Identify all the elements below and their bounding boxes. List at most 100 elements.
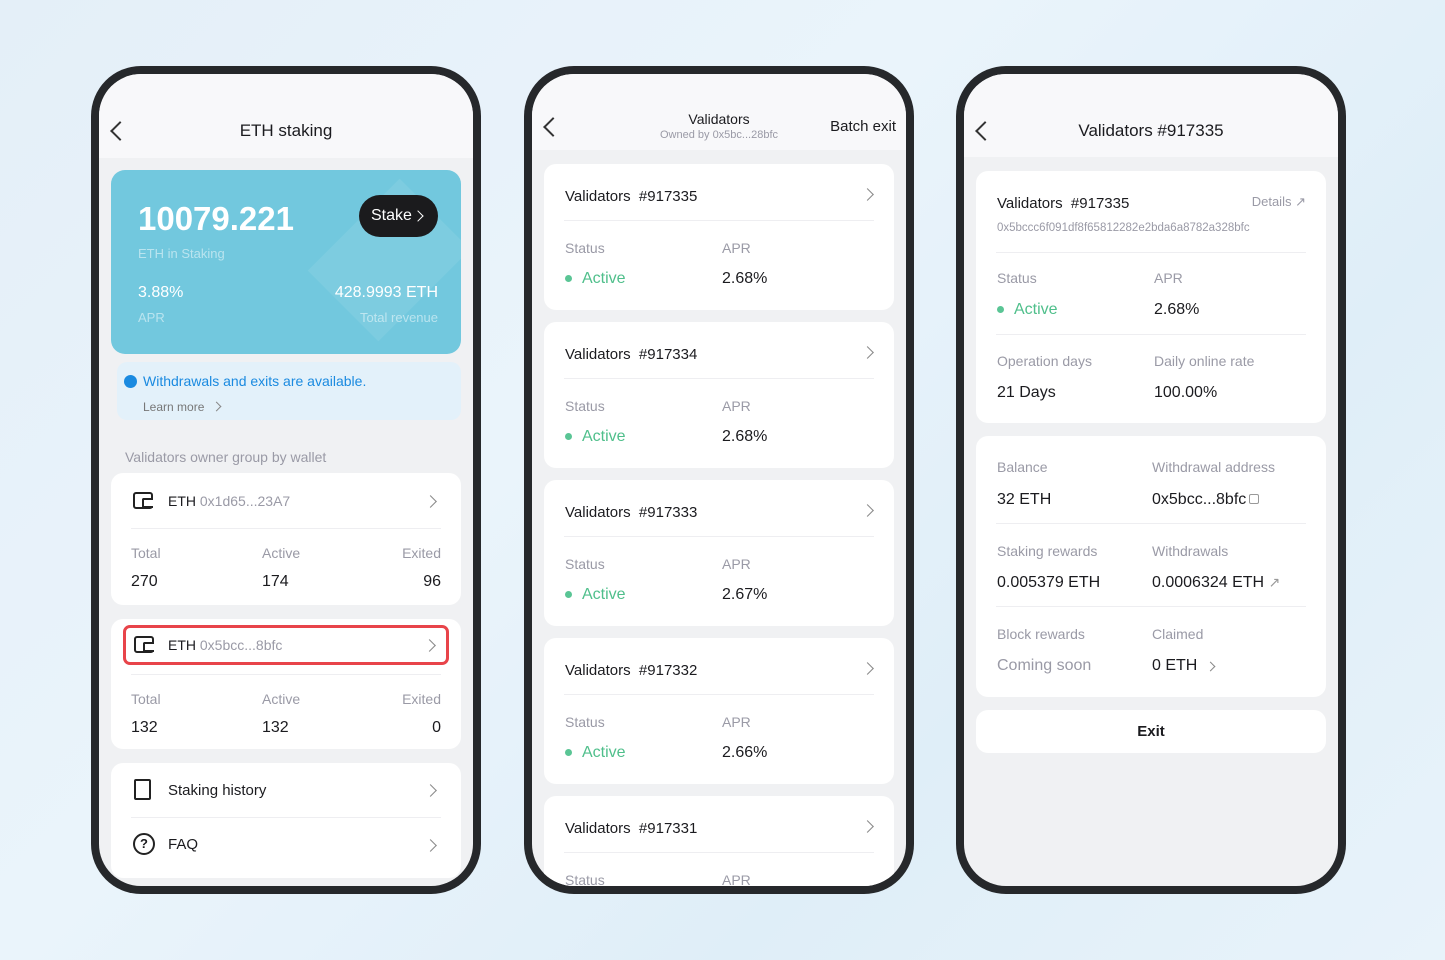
- staking-summary-card: 10079.221 ETH in Staking Stake 3.88% APR…: [111, 170, 461, 354]
- header: ETH staking: [99, 74, 473, 158]
- phone-validators: Validators Owned by 0x5bc...28bfc Batch …: [524, 66, 914, 894]
- balance-label: Balance: [997, 459, 1048, 475]
- withdrawal-address-value: 0x5bcc...8bfc: [1152, 491, 1247, 508]
- apr-value: 3.88%: [138, 284, 184, 301]
- validator-name: Validators #917335: [997, 195, 1130, 212]
- wallet-row-highlighted[interactable]: ETH 0x5bcc...8bfc: [123, 625, 449, 665]
- withdrawal-notice: Withdrawals and exits are available. Lea…: [117, 362, 461, 420]
- status-badge: Active: [565, 428, 626, 446]
- wallet-row[interactable]: ETH 0x1d65...23A7: [123, 481, 449, 521]
- phone-eth-staking: ETH staking 10079.221 ETH in Staking Sta…: [91, 66, 481, 894]
- question-icon: ?: [133, 833, 155, 855]
- staking-history-link[interactable]: Staking history: [111, 763, 461, 817]
- status-label: Status: [565, 714, 605, 730]
- status-dot-icon: [565, 275, 572, 283]
- validator-card[interactable]: Validators #917335 Status APR Active 2.6…: [544, 164, 894, 310]
- validator-card[interactable]: Validators #917334 Status APR Active 2.6…: [544, 322, 894, 468]
- apr-value: 2.68%: [1154, 301, 1200, 318]
- links-card: Staking history ? FAQ: [111, 763, 461, 878]
- status-badge: Active: [565, 270, 626, 288]
- phone-validator-detail: Validators #917335 Validators #917335 De…: [956, 66, 1346, 894]
- claimed-value: 0 ETH: [1152, 657, 1198, 674]
- apr-label: APR: [722, 240, 751, 256]
- block-rewards-label: Block rewards: [997, 626, 1085, 642]
- status-label: Status: [997, 270, 1037, 286]
- wallet-card: ETH 0x1d65...23A7 Total Active Exited 27…: [111, 473, 461, 605]
- block-rewards-value: Coming soon: [997, 657, 1092, 674]
- staked-amount-label: ETH in Staking: [138, 246, 225, 261]
- status-badge: Active: [565, 744, 626, 762]
- learn-more-label: Learn more: [143, 400, 205, 414]
- stake-button[interactable]: Stake: [359, 195, 438, 237]
- page-title: ETH staking: [239, 121, 333, 140]
- apr-label: APR: [1154, 270, 1183, 286]
- document-icon: [134, 779, 151, 800]
- validator-name: Validators #917332: [565, 662, 698, 679]
- chevron-right-icon: [861, 820, 874, 833]
- operation-days-label: Operation days: [997, 353, 1092, 369]
- apr-value: 2.68%: [722, 428, 768, 445]
- external-link-icon: ↗: [1295, 194, 1306, 209]
- batch-exit-button[interactable]: Batch exit: [830, 118, 896, 135]
- apr-value: 2.68%: [722, 270, 768, 287]
- chevron-right-icon: [861, 662, 874, 675]
- operation-days-value: 21 Days: [997, 384, 1056, 401]
- staking-rewards-value: 0.005379 ETH: [997, 574, 1101, 591]
- section-label: Validators owner group by wallet: [125, 449, 327, 465]
- validator-card[interactable]: Validators #917331 Status APR: [544, 796, 894, 886]
- claimed-link[interactable]: 0 ETH: [1152, 657, 1216, 675]
- wallet-address: 0x5bcc...8bfc: [199, 637, 283, 653]
- chevron-right-icon: [424, 495, 437, 508]
- validator-balance-card: Balance Withdrawal address 32 ETH 0x5bcc…: [976, 436, 1326, 697]
- status-badge: Active: [997, 301, 1058, 319]
- apr-value: 2.67%: [722, 586, 768, 603]
- header: Validators #917335: [964, 74, 1338, 157]
- link-label: FAQ: [168, 836, 199, 853]
- withdrawals-value: 0.0006324 ETH: [1152, 574, 1265, 591]
- status-value: Active: [1014, 301, 1058, 318]
- exit-button[interactable]: Exit: [976, 710, 1326, 753]
- status-badge: Active: [565, 586, 626, 604]
- withdrawals-link[interactable]: 0.0006324 ETH ↗: [1152, 574, 1280, 592]
- online-rate-label: Daily online rate: [1154, 353, 1255, 369]
- status-value: Active: [582, 744, 626, 761]
- validator-card[interactable]: Validators #917332 Status APR Active 2.6…: [544, 638, 894, 784]
- exited-label: Exited: [402, 545, 441, 561]
- wallet-coin: ETH: [168, 493, 196, 509]
- withdrawal-address-label: Withdrawal address: [1152, 459, 1275, 475]
- wallet-icon: [133, 492, 153, 509]
- learn-more-link[interactable]: Learn more: [143, 400, 222, 414]
- status-dot-icon: [565, 749, 572, 757]
- chevron-right-icon: [861, 504, 874, 517]
- exit-label: Exit: [1137, 723, 1165, 740]
- apr-label: APR: [722, 556, 751, 572]
- chevron-right-icon: [423, 639, 436, 652]
- details-link[interactable]: Details ↗: [1252, 194, 1306, 210]
- active-label: Active: [262, 691, 301, 707]
- announcement-icon: [124, 375, 137, 388]
- notice-text: Withdrawals and exits are available.: [143, 373, 367, 389]
- wallet-icon: [134, 636, 154, 653]
- total-label: Total: [131, 691, 161, 707]
- active-label: Active: [262, 545, 301, 561]
- external-link-icon: ↗: [1268, 574, 1281, 590]
- claimed-label: Claimed: [1152, 626, 1204, 642]
- copy-icon[interactable]: [1249, 494, 1260, 504]
- total-revenue-label: Total revenue: [359, 310, 438, 325]
- staked-amount: 10079.221: [138, 200, 294, 237]
- validator-card[interactable]: Validators #917333 Status APR Active 2.6…: [544, 480, 894, 626]
- status-dot-icon: [565, 591, 572, 599]
- wallet-address: 0x1d65...23A7: [199, 493, 291, 509]
- chevron-right-icon: [424, 784, 437, 797]
- faq-link[interactable]: ? FAQ: [111, 818, 461, 874]
- apr-value: 2.66%: [722, 744, 768, 761]
- status-label: Status: [565, 240, 605, 256]
- total-label: Total: [131, 545, 161, 561]
- validator-pubkey: 0x5bccc6f091df8f65812282e2bda6a8782a328b…: [997, 222, 1250, 234]
- chevron-right-icon: [861, 188, 874, 201]
- header: Validators Owned by 0x5bc...28bfc Batch …: [532, 74, 906, 150]
- balance-value: 32 ETH: [997, 491, 1052, 508]
- status-label: Status: [565, 872, 605, 886]
- status-dot-icon: [997, 306, 1004, 314]
- withdrawal-address[interactable]: 0x5bcc...8bfc: [1152, 491, 1260, 509]
